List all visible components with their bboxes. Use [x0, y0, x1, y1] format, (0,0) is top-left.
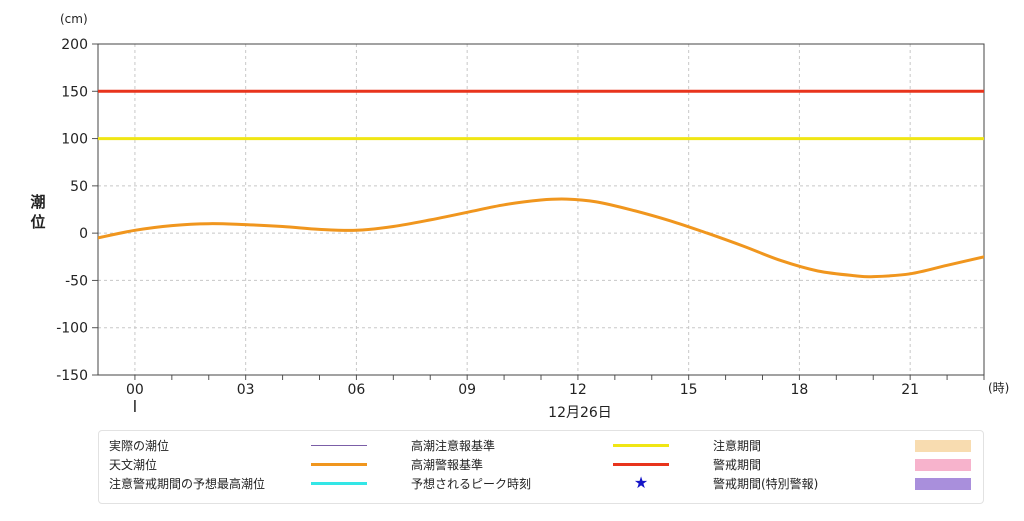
date-label: 12月26日: [548, 405, 612, 421]
legend-label: 警戒期間: [713, 458, 762, 472]
legend-label: 予想されるピーク時刻: [411, 477, 532, 491]
legend-line-swatch: [311, 445, 367, 446]
plot-frame: [97, 43, 985, 376]
legend-label: 注意警戒期間の予想最高潮位: [109, 477, 266, 491]
legend-item: 注意警戒期間の予想最高潮位: [109, 475, 371, 493]
legend: 実際の潮位 天文潮位 注意警戒期間の予想最高潮位 高潮注意報基準 高潮警報基準 予想される…: [98, 430, 984, 504]
y-tick-label: 200: [61, 37, 88, 53]
legend-line-swatch: [613, 463, 669, 466]
series-line-astronomical-tide: [98, 197, 984, 279]
legend-label: 実際の潮位: [109, 439, 170, 453]
x-unit-label: (時): [988, 381, 1010, 395]
y-unit-label: (cm): [60, 12, 88, 26]
legend-label: 天文潮位: [109, 458, 158, 472]
y-tick-label: -150: [56, 368, 88, 384]
legend-item: 天文潮位: [109, 456, 371, 474]
legend-item: 高潮警報基準: [411, 456, 673, 474]
x-tick-label: 03: [237, 382, 255, 398]
legend-label: 高潮注意報基準: [411, 439, 496, 453]
y-tick-label: 0: [79, 226, 88, 242]
legend-item: 警戒期間(特別警報): [713, 475, 975, 493]
legend-item: 高潮注意報基準: [411, 437, 673, 455]
legend-label: 注意期間: [713, 439, 762, 453]
x-tick-label: 00: [126, 382, 144, 398]
legend-label: 警戒期間(特別警報): [713, 477, 819, 491]
legend-rect-swatch: [915, 459, 971, 471]
y-tick-label: 50: [70, 179, 88, 195]
tide-chart: 200 150 100 50 0 -50 -100 -150 00 03 06 09 12 15 18 21: [56, 37, 985, 412]
legend-line-swatch: [311, 463, 367, 466]
y-axis-label: 潮位: [30, 193, 46, 231]
x-tick-label: 12: [569, 382, 587, 398]
legend-rect-swatch: [915, 440, 971, 452]
x-tick-label: 18: [791, 382, 809, 398]
y-tick-label: 150: [61, 84, 88, 100]
x-tick-label: 06: [348, 382, 366, 398]
legend-label: 高潮警報基準: [411, 458, 484, 472]
x-tick-label: 21: [901, 382, 919, 398]
y-tick-label: 100: [61, 132, 88, 148]
y-tick-label: -50: [65, 273, 88, 289]
legend-line-swatch: [613, 444, 669, 447]
legend-line-swatch: [311, 482, 367, 485]
legend-item: 予想されるピーク時刻 ★: [411, 473, 673, 493]
star-icon: ★: [633, 473, 649, 492]
x-tick-label: 09: [458, 382, 476, 398]
legend-item: 注意期間: [713, 437, 975, 455]
y-tick-label: -100: [56, 321, 88, 337]
legend-item: 警戒期間: [713, 456, 975, 474]
legend-item: 実際の潮位: [109, 437, 371, 455]
x-tick-label: 15: [680, 382, 698, 398]
legend-rect-swatch: [915, 478, 971, 490]
